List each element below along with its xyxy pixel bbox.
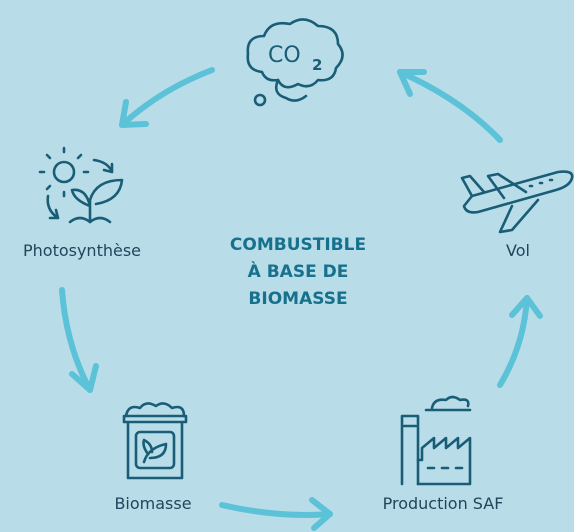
windows <box>528 178 554 188</box>
cloud <box>246 18 344 89</box>
co2-text: CO <box>268 43 301 68</box>
cycle-arrow <box>92 158 114 174</box>
bin <box>122 414 188 480</box>
node-label: Biomasse <box>114 494 191 513</box>
label-box <box>134 430 176 470</box>
biomass-icon <box>122 402 188 480</box>
node-label: Vol <box>506 241 530 260</box>
leaf <box>142 438 168 464</box>
arrow <box>397 69 503 143</box>
tail <box>460 174 486 198</box>
co2-subscript: 2 <box>312 56 322 74</box>
arrow <box>219 502 333 518</box>
arrow-head <box>309 497 333 531</box>
arrow <box>59 287 93 393</box>
node-label: Production SAF <box>383 494 504 513</box>
chimney <box>400 414 420 486</box>
building <box>416 436 472 486</box>
arrow-head <box>69 363 99 393</box>
arrows <box>59 67 543 531</box>
plant <box>70 178 124 224</box>
cycle-arrow <box>46 194 60 220</box>
factory-icon <box>400 395 472 486</box>
heap <box>124 402 186 418</box>
co2-icon: CO 2 <box>246 18 344 107</box>
sun-rays <box>38 146 90 198</box>
sun <box>52 160 76 184</box>
arrow <box>119 67 215 128</box>
center-title: À BASE DE <box>248 260 349 282</box>
fuselage <box>462 170 574 214</box>
photosynthesis-icon <box>38 146 124 224</box>
smoke <box>424 395 472 412</box>
center-title: COMBUSTIBLE <box>230 235 366 255</box>
center-title: BIOMASSE <box>248 289 347 309</box>
arrow-head <box>119 99 149 128</box>
bubble <box>253 93 267 107</box>
node-label: Photosynthèse <box>23 241 141 260</box>
arrow-head <box>509 295 543 319</box>
arrow <box>497 295 530 388</box>
arrow-head <box>397 69 427 97</box>
wings <box>486 172 540 234</box>
cloud-small <box>274 78 308 102</box>
plane-icon <box>460 170 574 234</box>
